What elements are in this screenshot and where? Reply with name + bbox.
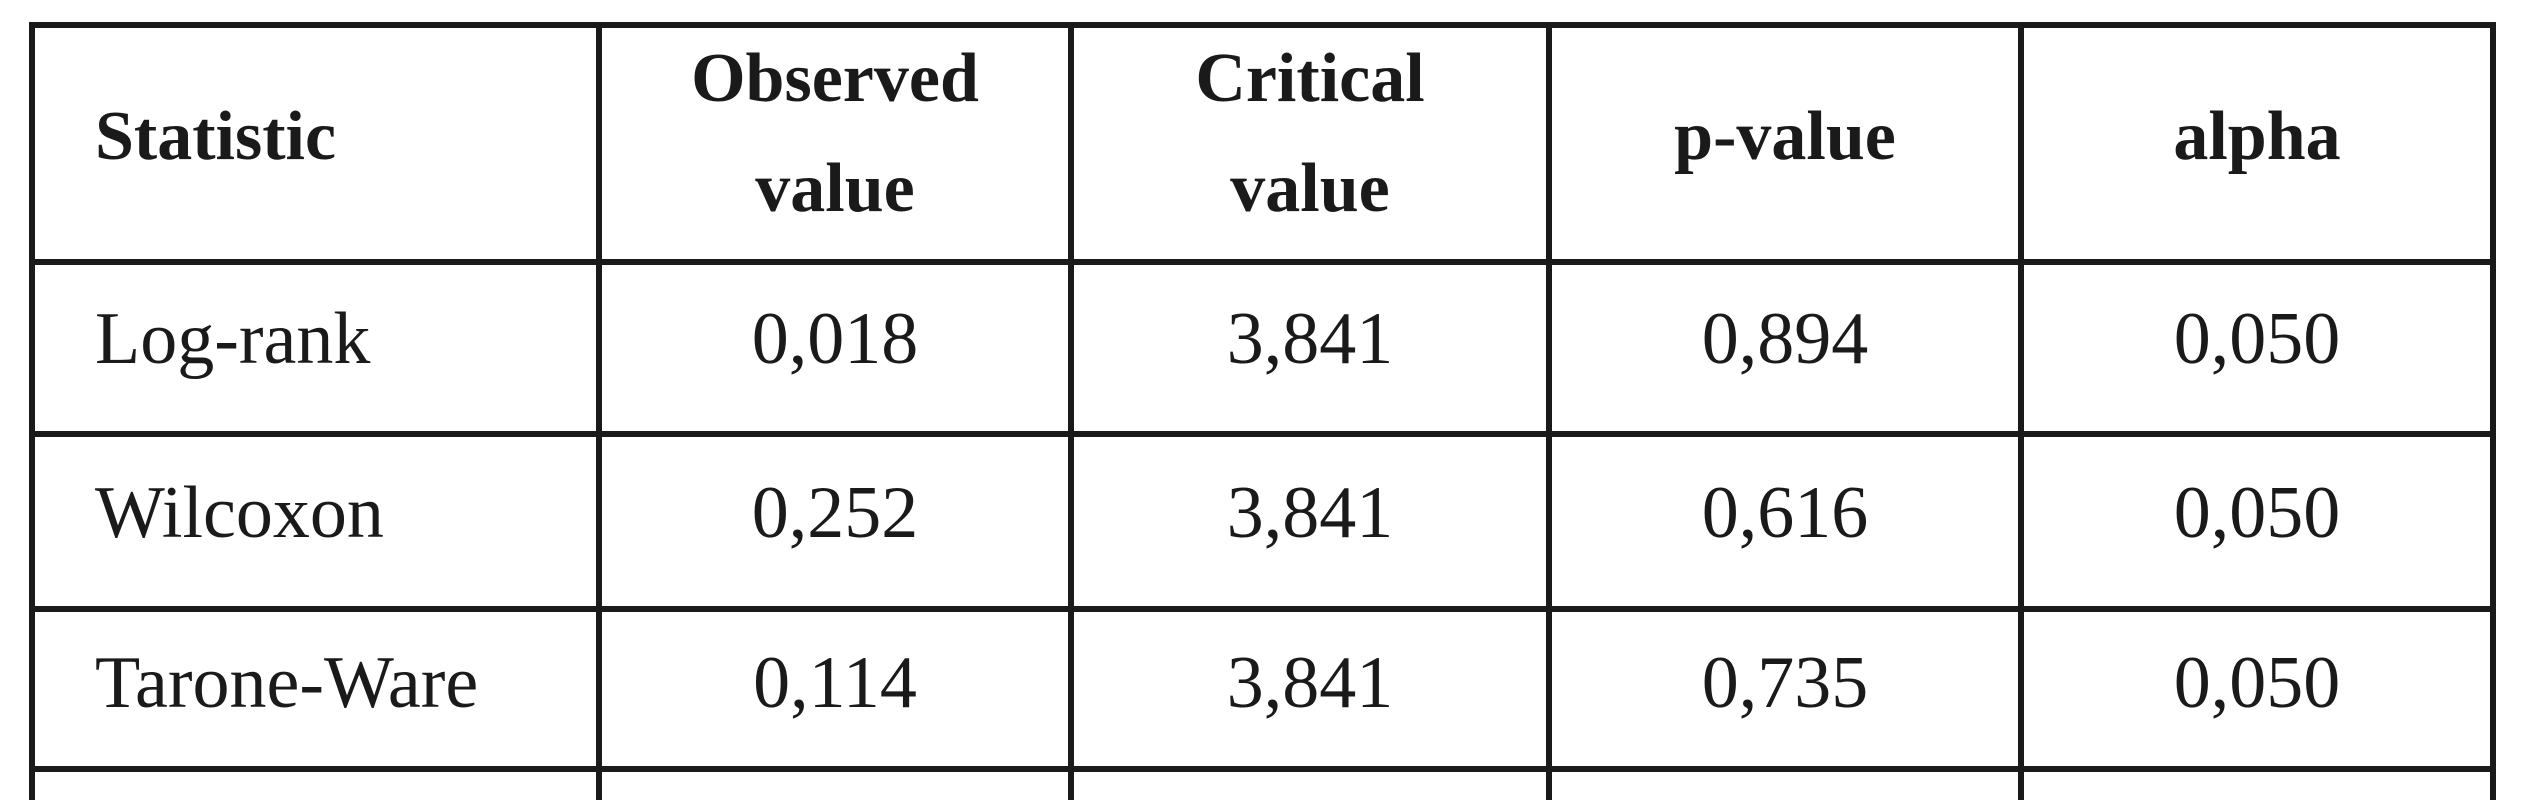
header-cell: value: [1230, 150, 1389, 227]
cell: 3,841: [1227, 298, 1394, 380]
header-cell: p-value: [1674, 98, 1896, 175]
header-cell: alpha: [2173, 98, 2340, 175]
cell: 0,050: [2174, 298, 2341, 380]
cell: 3,841: [1227, 472, 1394, 554]
cell: 0,735: [1702, 642, 1869, 724]
cell: 0,252: [752, 472, 919, 554]
cell: 0,616: [1702, 472, 1869, 554]
header-cell: value: [755, 150, 914, 227]
table-borders: [29, 22, 2496, 800]
cell: 3,841: [1227, 642, 1394, 724]
row-label: Log-rank: [95, 298, 370, 380]
cell: 0,018: [752, 298, 919, 380]
cell: 0,050: [2174, 642, 2341, 724]
row-label: Wilcoxon: [95, 472, 384, 554]
cell: 0,114: [753, 642, 917, 724]
header-cell: Statistic: [95, 98, 336, 175]
header-cell: Critical: [1195, 40, 1424, 117]
header-cell: Observed: [691, 40, 979, 117]
cell: 0,050: [2174, 472, 2341, 554]
cell: 0,894: [1702, 298, 1869, 380]
row-label: Tarone-Ware: [95, 642, 478, 724]
